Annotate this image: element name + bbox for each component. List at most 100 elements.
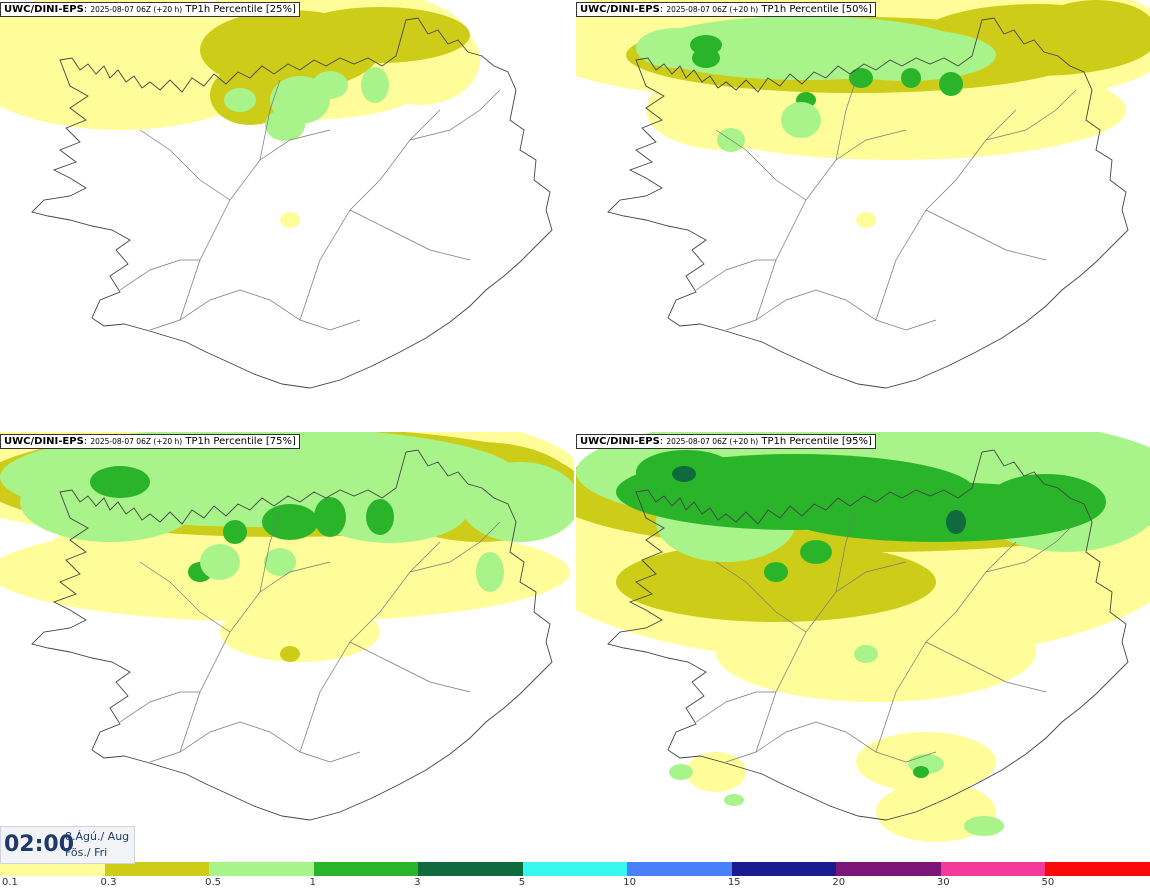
color-scale-segment <box>522 862 628 876</box>
precip-contour <box>854 645 878 663</box>
color-scale-tick: 5 <box>518 877 526 888</box>
road-line <box>755 561 907 753</box>
color-scale-tick: 10 <box>623 877 636 888</box>
road-line <box>985 521 1077 573</box>
precip-contour <box>686 752 746 792</box>
valid-date: 8.Ágú./ Aug <box>65 830 130 843</box>
precip-contour <box>460 462 574 542</box>
run-time: 2025-08-07 06Z (+20 h) <box>90 5 183 14</box>
road-line <box>715 129 807 201</box>
precip-contour <box>669 764 693 780</box>
color-scale-tick: 50 <box>1041 877 1055 888</box>
color-scale-segment <box>731 862 837 876</box>
precip-contour <box>946 510 966 534</box>
panel-title: UWC/DINI-EPS: 2025-08-07 06Z (+20 h) TP1… <box>576 2 876 17</box>
model-name: UWC/DINI-EPS <box>580 4 660 15</box>
precip-contour <box>800 540 832 564</box>
valid-day: Fös./ Fri <box>65 846 108 859</box>
map-panel-95: UWC/DINI-EPS: 2025-08-07 06Z (+20 h) TP1… <box>576 432 1150 863</box>
precip-contour <box>1036 0 1150 60</box>
color-scale-segment <box>313 862 419 876</box>
field-label: TP1h Percentile [50%] <box>761 4 872 15</box>
run-time: 2025-08-07 06Z (+20 h) <box>666 437 759 446</box>
road-line <box>119 259 200 291</box>
precip-contour <box>265 109 305 141</box>
precip-contour <box>913 766 929 778</box>
precip-contour <box>724 794 744 806</box>
precip-contour <box>314 497 346 537</box>
color-scale-segment <box>418 862 523 876</box>
color-scale-segment <box>0 862 105 876</box>
iceland-coastline <box>607 449 1129 821</box>
precip-contour <box>849 68 873 88</box>
road-line <box>835 79 857 161</box>
color-scale-tick: 3 <box>414 877 421 888</box>
road-line <box>725 721 937 763</box>
precip-field <box>576 0 1150 228</box>
field-label: TP1h Percentile [25%] <box>185 4 296 15</box>
road-line <box>119 691 200 723</box>
valid-time-box: 02:00 8.Ágú./ Aug Fös./ Fri <box>0 826 135 864</box>
precip-contour <box>856 212 876 228</box>
run-time: 2025-08-07 06Z (+20 h) <box>666 5 759 14</box>
precip-contour <box>939 72 963 96</box>
precip-contour <box>366 499 394 535</box>
precip-contour <box>764 562 788 582</box>
road-line <box>349 209 471 261</box>
precip-contour <box>280 212 300 228</box>
model-name: UWC/DINI-EPS <box>580 436 660 447</box>
color-scale-tick: 1 <box>309 877 316 888</box>
model-name: UWC/DINI-EPS <box>4 4 84 15</box>
precip-contour <box>223 520 247 544</box>
iceland-coastline <box>31 17 553 389</box>
road-line <box>695 259 776 291</box>
precip-contour <box>986 474 1106 530</box>
precip-contour <box>264 548 296 576</box>
road-line <box>299 541 441 753</box>
road-line <box>259 79 281 161</box>
road-line <box>755 129 907 321</box>
precip-contour <box>20 462 200 542</box>
color-scale-segment <box>104 862 210 876</box>
precip-contour <box>312 71 348 99</box>
road-line <box>835 511 857 593</box>
road-line <box>139 129 231 201</box>
road-line <box>985 89 1077 141</box>
road-line <box>149 289 361 331</box>
model-name: UWC/DINI-EPS <box>4 436 84 447</box>
road-line <box>179 561 331 753</box>
road-line <box>409 89 501 141</box>
road-line <box>875 541 1017 753</box>
road-line <box>725 289 937 331</box>
precip-map <box>0 432 574 821</box>
precip-map <box>576 432 1150 842</box>
precip-contour <box>290 7 470 63</box>
color-scale-tick: 20 <box>832 877 846 888</box>
precip-contour <box>220 602 380 662</box>
precip-contour <box>690 35 722 55</box>
precip-contour <box>901 68 921 88</box>
field-label: TP1h Percentile [95%] <box>761 436 872 447</box>
run-time: 2025-08-07 06Z (+20 h) <box>90 437 183 446</box>
color-scale <box>0 862 1150 876</box>
map-panel-50: UWC/DINI-EPS: 2025-08-07 06Z (+20 h) TP1… <box>576 0 1150 431</box>
precip-contour <box>476 552 504 592</box>
precip-field <box>576 432 1150 842</box>
road-line <box>299 109 441 321</box>
road-line <box>259 511 281 593</box>
color-scale-tick: 0.1 <box>2 877 18 888</box>
precip-field <box>0 0 480 228</box>
precip-contour <box>90 466 150 498</box>
map-panel-75: UWC/DINI-EPS: 2025-08-07 06Z (+20 h) TP1… <box>0 432 574 863</box>
precip-contour <box>646 70 806 150</box>
road-line <box>409 521 501 573</box>
map-panel-25: UWC/DINI-EPS: 2025-08-07 06Z (+20 h) TP1… <box>0 0 574 431</box>
precip-contour <box>964 816 1004 836</box>
precip-map <box>0 0 553 389</box>
color-scale-segment <box>1045 862 1150 876</box>
precip-contour <box>224 88 256 112</box>
color-scale-tick: 0.5 <box>205 877 221 888</box>
panel-title: UWC/DINI-EPS: 2025-08-07 06Z (+20 h) TP1… <box>0 2 300 17</box>
road-line <box>349 641 471 693</box>
color-scale-tick: 30 <box>936 877 950 888</box>
